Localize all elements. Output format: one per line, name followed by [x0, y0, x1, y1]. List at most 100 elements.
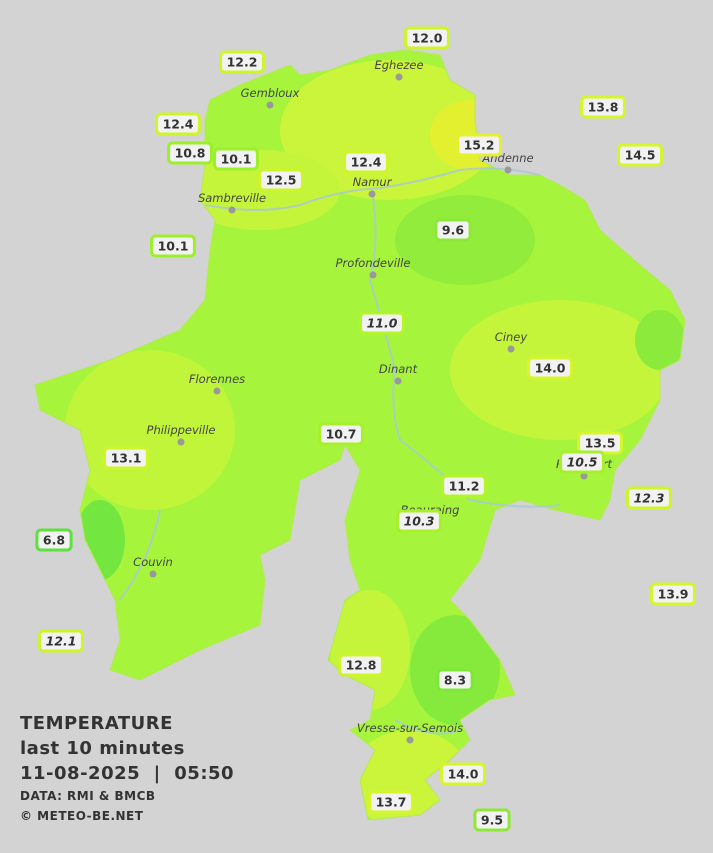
city-name: Dinant: [379, 362, 418, 376]
legend-datetime: 11-08-2025 | 05:50: [20, 763, 235, 784]
city-dot: [213, 387, 221, 395]
station: 13.8: [580, 95, 626, 119]
station: 15.2: [456, 133, 502, 157]
city-dot: [177, 438, 185, 446]
station-temperature: 11.2: [449, 479, 480, 494]
station: 10.3: [396, 509, 442, 533]
station-box: [359, 311, 405, 335]
station-temperature: 9.5: [481, 813, 503, 828]
rivers: [119, 167, 561, 735]
station-temperature: 8.3: [444, 673, 466, 688]
station: 12.8: [338, 653, 384, 677]
city-name: Gembloux: [241, 86, 300, 100]
city-dot: [504, 166, 512, 174]
station-box: [213, 147, 259, 171]
station-temperature: 12.4: [351, 155, 382, 170]
station-temperature: 10.8: [175, 146, 206, 161]
station-temperature: 11.0: [367, 316, 398, 331]
city-name: Sambreville: [198, 191, 266, 205]
station-box: [258, 168, 304, 192]
station-temperature: 13.5: [585, 436, 616, 451]
station: 9.6: [434, 218, 472, 242]
city-name: Ciney: [495, 330, 528, 344]
station-box: [396, 509, 442, 533]
station-temperature: 15.2: [464, 138, 495, 153]
station: 13.9: [650, 582, 696, 606]
station-box: [650, 582, 696, 606]
station-temperature: 10.5: [567, 455, 598, 470]
city-dot: [266, 101, 274, 109]
city-dot: [369, 271, 377, 279]
station: 12.2: [219, 50, 265, 74]
station: 10.1: [150, 234, 196, 258]
station-temperature: 6.8: [43, 533, 65, 548]
station: 13.1: [103, 446, 149, 470]
station-temperature: 12.4: [163, 117, 194, 132]
city-name: Vresse-sur-Semois: [357, 721, 463, 735]
station-temperature: 10.1: [221, 152, 252, 167]
station-box: [527, 356, 573, 380]
station: 14.0: [527, 356, 573, 380]
station: 10.5: [559, 450, 605, 474]
city-dot: [149, 570, 157, 578]
legend-copyright: © METEO-BE.NET: [20, 809, 144, 823]
station: 12.3: [626, 486, 672, 510]
station: 12.1: [38, 629, 84, 653]
station: 9.5: [473, 808, 511, 832]
station-temperature: 10.3: [404, 514, 435, 529]
station-box: [473, 808, 511, 832]
station-temperature: 13.1: [111, 451, 142, 466]
station: 11.2: [441, 474, 487, 498]
legend-subtitle: last 10 minutes: [20, 738, 185, 759]
station-temperature: 13.7: [376, 795, 407, 810]
city-name: Profondeville: [336, 256, 411, 270]
city-dot: [368, 190, 376, 198]
station-box: [167, 141, 213, 165]
station-box: [559, 450, 605, 474]
station-temperature: 9.6: [442, 223, 464, 238]
station-box: [434, 218, 472, 242]
station-temperature: 13.8: [588, 100, 619, 115]
city-dot: [580, 472, 588, 480]
station: 12.0: [404, 26, 450, 50]
station-temperature: 10.1: [158, 239, 189, 254]
station: 12.4: [155, 112, 201, 136]
station-temperature: 14.5: [625, 148, 656, 163]
station-box: [338, 653, 384, 677]
station: 6.8: [35, 528, 73, 552]
city-name: Philippeville: [147, 423, 216, 437]
station: 12.4: [343, 150, 389, 174]
station-box: [38, 629, 84, 653]
station-box: [318, 422, 364, 446]
city-name: Florennes: [189, 372, 245, 386]
station: 10.7: [318, 422, 364, 446]
city-name: Couvin: [133, 555, 173, 569]
station: 10.8: [167, 141, 213, 165]
legend-title: TEMPERATURE: [20, 713, 173, 734]
station: 14.0: [440, 762, 486, 786]
station-box: [441, 474, 487, 498]
station-box: [219, 50, 265, 74]
city-dot: [228, 206, 236, 214]
station-box: [150, 234, 196, 258]
city-name: Namur: [353, 175, 393, 189]
station-temperature: 12.0: [412, 31, 443, 46]
station-box: [404, 26, 450, 50]
station-temperature: 12.3: [634, 491, 665, 506]
station-box: [626, 486, 672, 510]
station-box: [35, 528, 73, 552]
city-dot: [394, 377, 402, 385]
station-temperature: 12.8: [346, 658, 377, 673]
city-dot: [507, 345, 515, 353]
station-box: [580, 95, 626, 119]
station-box: [617, 143, 663, 167]
city-dot: [406, 736, 414, 744]
city-dot: [395, 73, 403, 81]
city-name: Eghezee: [374, 58, 423, 72]
station: 14.5: [617, 143, 663, 167]
station-box: [440, 762, 486, 786]
station-temperature: 14.0: [448, 767, 479, 782]
legend: TEMPERATURE last 10 minutes 11-08-2025 |…: [20, 711, 234, 826]
